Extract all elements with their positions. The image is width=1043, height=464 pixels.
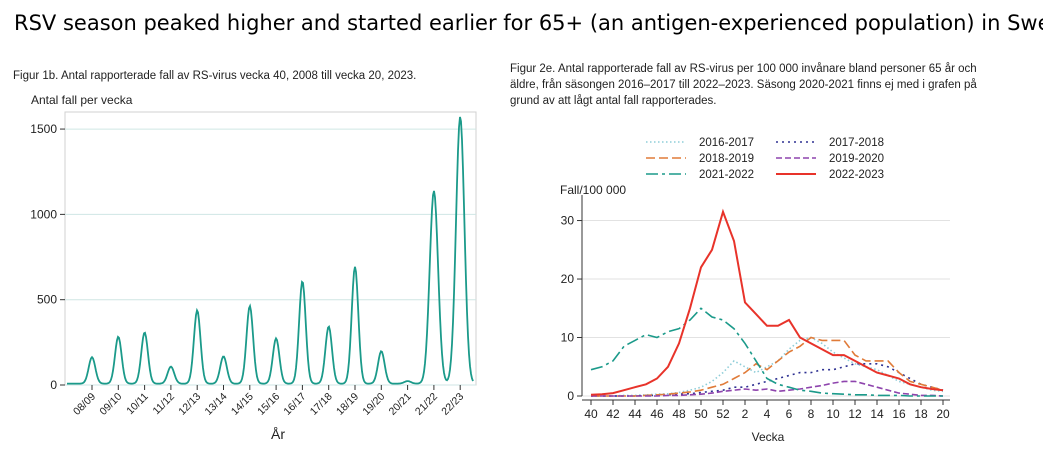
y-tick-label: 30 [561, 214, 575, 228]
y-tick-label: 20 [561, 272, 575, 286]
x-tick-label: 18 [914, 407, 928, 421]
series-line-2022-2023 [590, 208, 944, 396]
series-line-2019-2020 [591, 380, 944, 397]
series-line-weekly-cases [67, 116, 474, 385]
x-tick-label: 10 [826, 407, 840, 421]
legend-label: 2016-2017 [699, 137, 754, 149]
x-tick-label: 52 [716, 407, 730, 421]
x-tick-label: 48 [672, 407, 686, 421]
x-tick-label: 50 [694, 407, 708, 421]
y-tick-label: 1000 [30, 207, 57, 221]
series-line-2016-2017 [591, 336, 944, 397]
legend-label: 2021-2022 [699, 169, 754, 181]
x-tick-label: 6 [786, 407, 793, 421]
y-axis-label: Antal fall per vecka [31, 93, 133, 107]
x-axis-label: År [271, 426, 285, 442]
legend-label: 2018-2019 [699, 153, 754, 165]
y-axis-label: Fall/100 000 [560, 183, 626, 197]
x-tick-label: 16 [892, 407, 906, 421]
x-tick-label: 2 [742, 407, 749, 421]
y-tick-label: 0 [567, 389, 574, 403]
legend-label: 2017-2018 [829, 137, 884, 149]
legend-label: 2019-2020 [829, 153, 884, 165]
x-tick-label: 12 [848, 407, 862, 421]
x-tick-label: 14 [870, 407, 884, 421]
y-tick-label: 500 [37, 293, 57, 307]
x-tick-label: 20 [936, 407, 950, 421]
series-line-2018-2019 [591, 336, 944, 397]
figure-2e-caption: Figur 2e. Antal rapporterade fall av RS-… [510, 63, 977, 107]
series-line-2021-2022 [590, 307, 943, 397]
figure-1b-caption: Figur 1b. Antal rapporterade fall av RS-… [13, 70, 417, 82]
y-tick-label: 10 [561, 331, 575, 345]
x-tick-label: 8 [808, 407, 815, 421]
headline: RSV season peaked higher and started ear… [14, 11, 1043, 35]
y-tick-label: 1500 [30, 122, 57, 136]
x-tick-label: 4 [764, 407, 771, 421]
x-tick-label: 44 [628, 407, 642, 421]
x-tick-label: 40 [584, 407, 598, 421]
x-tick-label: 46 [650, 407, 664, 421]
y-tick-label: 0 [50, 378, 57, 392]
legend-label: 2022-2023 [829, 169, 884, 181]
x-axis-label: Vecka [752, 430, 785, 444]
x-tick-label: 42 [606, 407, 620, 421]
